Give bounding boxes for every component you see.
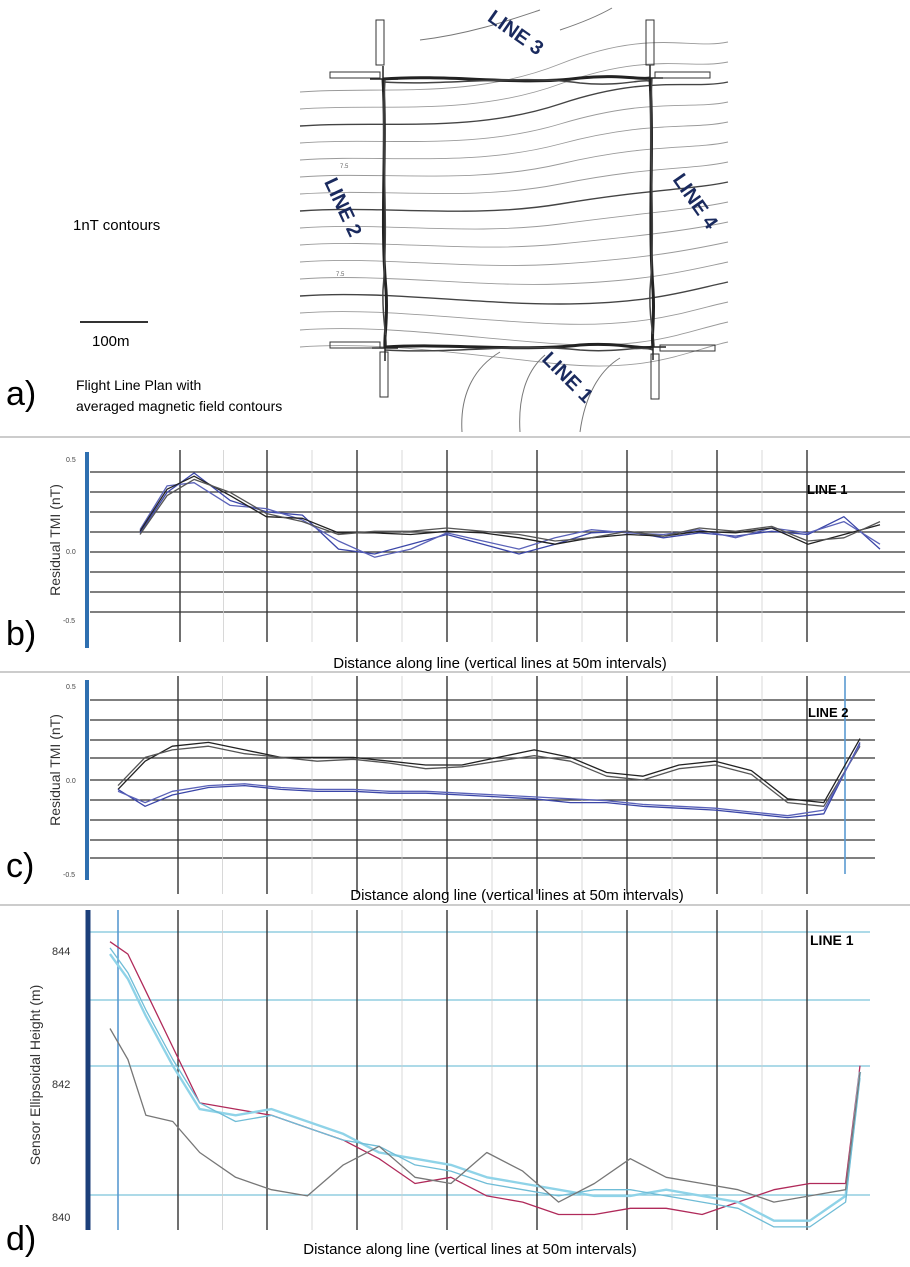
panel-c-xlabel: Distance along line (vertical lines at 5… xyxy=(350,887,683,904)
panel-d-ytick-844: 844 xyxy=(52,946,70,958)
panel-c-ytick-mid: 0.0 xyxy=(66,778,76,785)
contour-line xyxy=(299,301,729,325)
panel-b-grid xyxy=(90,450,905,642)
panel-a-title-line2: averaged magnetic field contours xyxy=(76,398,282,414)
panel-b-xlabel: Distance along line (vertical lines at 5… xyxy=(333,655,666,672)
panel-d-line-label: LINE 1 xyxy=(810,932,854,948)
contour-line xyxy=(299,121,729,161)
panel-c-ylabel: Residual TMI (nT) xyxy=(47,714,63,826)
flight-line-1-b xyxy=(384,346,654,352)
panel-b-ylabel: Residual TMI (nT) xyxy=(47,484,63,596)
panel-b-letter: b) xyxy=(6,615,36,653)
contour-line xyxy=(299,101,729,144)
contour-line xyxy=(461,351,501,433)
scale-bar-label: 100m xyxy=(92,333,130,350)
panel-c-line-label: LINE 2 xyxy=(808,705,848,720)
line-4-label: LINE 4 xyxy=(668,170,722,234)
contour-line xyxy=(299,41,729,93)
contour-line xyxy=(299,241,729,266)
contour-line xyxy=(419,9,541,41)
panel-d-ytick-842: 842 xyxy=(52,1079,70,1091)
contour-line xyxy=(299,201,729,230)
series-line-3 xyxy=(117,742,861,819)
series-line-4 xyxy=(139,478,881,542)
flight-line-1 xyxy=(384,342,654,350)
corner-marks xyxy=(370,65,666,361)
panel-c-grid xyxy=(90,676,875,894)
panel-c-letter: c) xyxy=(6,847,34,885)
contour-line xyxy=(559,7,613,31)
contour-line xyxy=(299,221,729,248)
panel-d-ytick-840: 840 xyxy=(52,1212,70,1224)
panel-b-series xyxy=(139,472,881,558)
contour-line xyxy=(299,181,729,212)
series-line-1 xyxy=(109,941,861,1216)
contour-line xyxy=(579,357,621,433)
line-2-label: LINE 2 xyxy=(319,175,365,241)
panel-b-ytick-bottom: -0.5 xyxy=(63,618,75,625)
panel-c-ytick-top: 0.5 xyxy=(66,684,76,691)
panel-c-series xyxy=(117,738,861,819)
panel-c-chart: 0.5 0.0 -0.5 Residual TMI (nT) LINE 2 Di… xyxy=(6,676,875,904)
contour-line xyxy=(519,354,546,433)
panel-b-ytick-mid: 0.0 xyxy=(66,549,76,556)
panel-b-ytick-top: 0.5 xyxy=(66,457,76,464)
panel-a-map: LINE 3 LINE 2 LINE 4 LINE 1 7.5 7.5 1nT … xyxy=(6,6,729,433)
panel-d-series xyxy=(109,941,862,1228)
contour-value-label: 7.5 xyxy=(340,164,349,170)
series-line-2 xyxy=(117,745,861,807)
contour-line xyxy=(299,81,729,127)
panel-d-grid xyxy=(90,910,870,1230)
panel-d-letter: d) xyxy=(6,1220,36,1258)
line-1-label: LINE 1 xyxy=(537,348,597,408)
panel-b-chart: 0.5 0.0 -0.5 Residual TMI (nT) LINE 1 Di… xyxy=(6,450,905,672)
flight-line-3-b xyxy=(382,78,651,85)
contour-line xyxy=(299,281,729,305)
series-line-2 xyxy=(109,953,862,1222)
contour-line xyxy=(299,321,729,346)
contour-line xyxy=(299,61,729,110)
contour-line xyxy=(299,341,729,367)
panel-d-ylabel: Sensor Ellipsoidal Height (m) xyxy=(27,985,43,1166)
contour-line xyxy=(299,141,729,178)
panel-d-chart: 844 842 840 Sensor Ellipsoidal Height (m… xyxy=(6,910,870,1258)
series-line-3 xyxy=(109,947,861,1228)
series-line-2 xyxy=(139,482,881,558)
flight-line-2-b xyxy=(382,78,387,349)
panel-c-ytick-bottom: -0.5 xyxy=(63,872,75,879)
contour-lines xyxy=(299,7,729,433)
panel-b-line-label: LINE 1 xyxy=(807,482,847,497)
panel-a-letter: a) xyxy=(6,375,36,413)
series-line-3 xyxy=(139,475,881,545)
panel-a-title-line1: Flight Line Plan with xyxy=(76,377,201,393)
contour-value-label-2: 7.5 xyxy=(336,272,345,278)
series-line-4 xyxy=(117,743,861,817)
contour-line xyxy=(299,161,729,195)
series-line-1 xyxy=(139,472,881,555)
corner-ticks xyxy=(329,19,716,400)
flight-line-4-b xyxy=(649,77,655,348)
contour-line xyxy=(299,261,729,285)
contours-note: 1nT contours xyxy=(73,217,160,234)
series-line-1 xyxy=(117,738,861,804)
panel-d-xlabel: Distance along line (vertical lines at 5… xyxy=(303,1241,636,1258)
series-line-4 xyxy=(109,1028,861,1203)
line-3-label: LINE 3 xyxy=(484,6,548,60)
